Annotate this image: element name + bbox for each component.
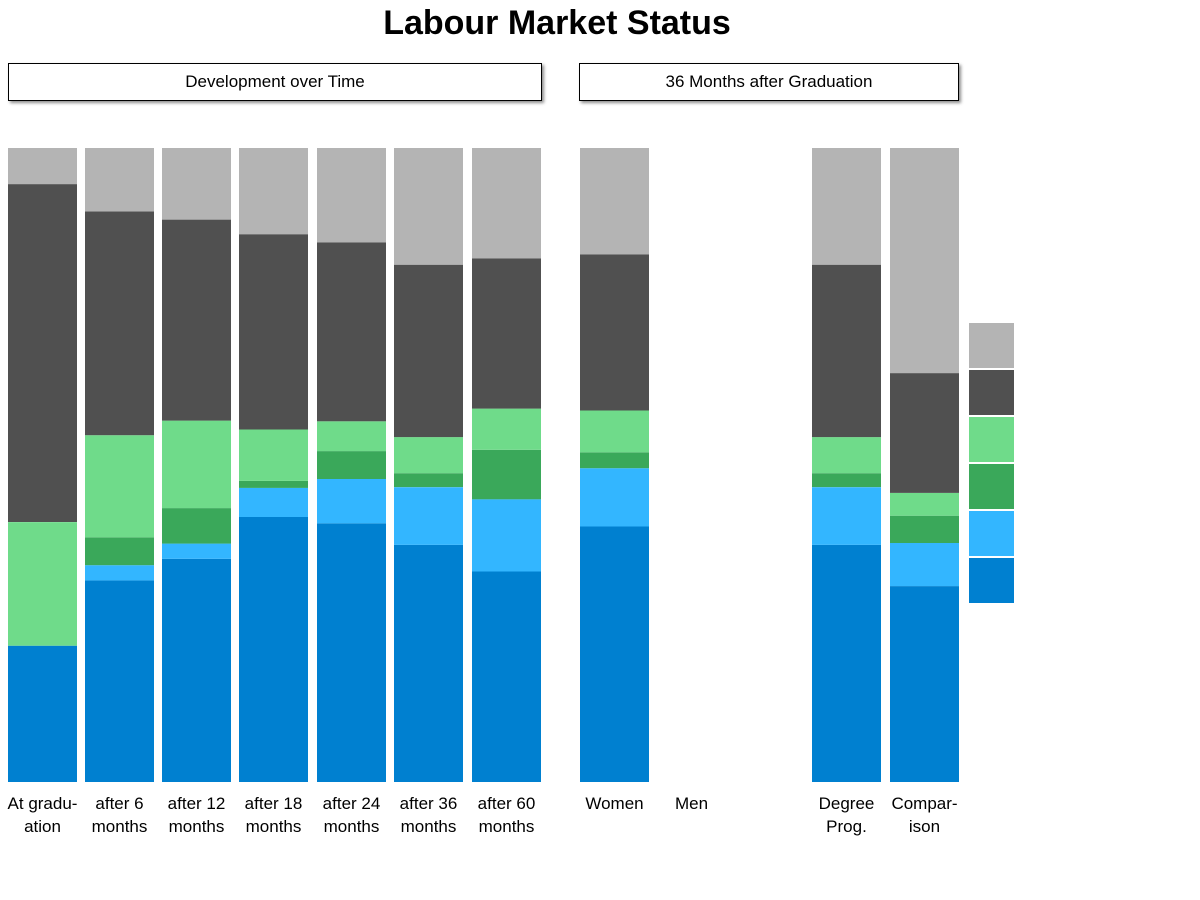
legend-swatch-4: [969, 417, 1014, 462]
category-label-7: after 60 months: [478, 794, 536, 836]
bar-segment-6-cat-1: [8, 148, 77, 185]
bar-segment-5-cat-10: [812, 264, 881, 438]
bar-segment-5-cat-6: [394, 264, 463, 438]
bar-segment-4-cat-10: [812, 437, 881, 474]
bar-segment-2-cat-6: [394, 487, 463, 545]
bar-segment-4-cat-5: [317, 421, 386, 452]
bar-segment-6-cat-3: [162, 148, 231, 220]
bar-segment-2-cat-10: [812, 487, 881, 545]
bar-segment-4-cat-1: [8, 522, 77, 646]
bar-segment-1-cat-7: [472, 571, 541, 782]
legend-swatch-5: [969, 370, 1014, 415]
panel-header-36-months: 36 Months after Graduation: [579, 63, 959, 101]
bar-segment-5-cat-8: [580, 254, 649, 411]
bar-segment-4-cat-8: [580, 410, 649, 453]
category-label-1: At gradu-ation: [8, 794, 78, 836]
bar-segment-1-cat-4: [239, 517, 308, 782]
bar-segment-3-cat-6: [394, 473, 463, 488]
bar-segment-1-cat-5: [317, 523, 386, 782]
bar-segment-1-cat-3: [162, 558, 231, 782]
bar-segment-5-cat-3: [162, 219, 231, 421]
bar-segment-6-cat-7: [472, 148, 541, 259]
category-label-11: Compar-ison: [891, 794, 957, 836]
chart-title: Labour Market Status: [383, 4, 731, 42]
bar-segment-6-cat-8: [580, 148, 649, 255]
bar-segment-5-cat-4: [239, 234, 308, 430]
bar-segment-1-cat-10: [812, 544, 881, 782]
category-labels-layer: At gradu-ation after 6 months after 12 month…: [8, 794, 958, 836]
bar-segment-3-cat-5: [317, 451, 386, 479]
bar-segment-3-cat-11: [890, 515, 959, 543]
bar-segment-4-cat-4: [239, 429, 308, 481]
bar-segment-4-cat-6: [394, 437, 463, 474]
bar-segment-5-cat-5: [317, 242, 386, 422]
category-label-6: after 36 months: [400, 794, 458, 836]
bar-segment-4-cat-3: [162, 420, 231, 509]
bar-segment-5-cat-7: [472, 258, 541, 409]
category-label-2: after 6 months: [92, 794, 148, 836]
category-label-4: after 18 months: [245, 794, 303, 836]
category-label-8: Women: [585, 794, 643, 813]
bar-segment-2-cat-5: [317, 478, 386, 524]
category-label-3: after 12 months: [168, 794, 226, 836]
bar-segment-2-cat-7: [472, 499, 541, 572]
bar-segment-5-cat-11: [890, 373, 959, 493]
bar-segment-6-cat-4: [239, 148, 308, 235]
bar-segment-3-cat-10: [812, 473, 881, 488]
bar-segment-3-cat-4: [239, 480, 308, 488]
legend-swatch-2: [969, 511, 1014, 556]
bar-segment-1-cat-11: [890, 586, 959, 782]
bar-segment-3-cat-7: [472, 449, 541, 500]
bar-segment-2-cat-11: [890, 543, 959, 587]
bar-segment-4-cat-7: [472, 408, 541, 450]
bar-segment-1-cat-1: [8, 645, 77, 782]
legend-swatch-6: [969, 323, 1014, 368]
bar-segment-6-cat-5: [317, 148, 386, 243]
legend-swatch-1: [969, 558, 1014, 603]
bar-segment-6-cat-2: [85, 148, 154, 212]
bar-segment-3-cat-2: [85, 537, 154, 566]
bar-segment-2-cat-3: [162, 543, 231, 559]
bars-layer: [8, 148, 959, 782]
bar-segment-6-cat-10: [812, 148, 881, 265]
legend: [969, 323, 1014, 603]
category-label-9: Men: [675, 794, 708, 813]
legend-swatch-3: [969, 464, 1014, 509]
bar-segment-5-cat-2: [85, 211, 154, 436]
bar-segment-6-cat-11: [890, 148, 959, 374]
bar-segment-4-cat-2: [85, 435, 154, 538]
bar-segment-2-cat-2: [85, 565, 154, 581]
category-label-10: Degree Prog.: [819, 794, 875, 836]
category-label-5: after 24 months: [323, 794, 381, 836]
bar-segment-3-cat-3: [162, 508, 231, 544]
bar-segment-2-cat-8: [580, 468, 649, 527]
bar-segment-2-cat-4: [239, 487, 308, 517]
bar-segment-4-cat-11: [890, 492, 959, 516]
bar-segment-1-cat-8: [580, 526, 649, 782]
panel-header-development: Development over Time: [8, 63, 542, 101]
bar-segment-6-cat-6: [394, 148, 463, 265]
bar-segment-5-cat-1: [8, 184, 77, 522]
bar-segment-3-cat-8: [580, 452, 649, 469]
bar-segment-1-cat-6: [394, 544, 463, 782]
bar-segment-1-cat-2: [85, 580, 154, 782]
